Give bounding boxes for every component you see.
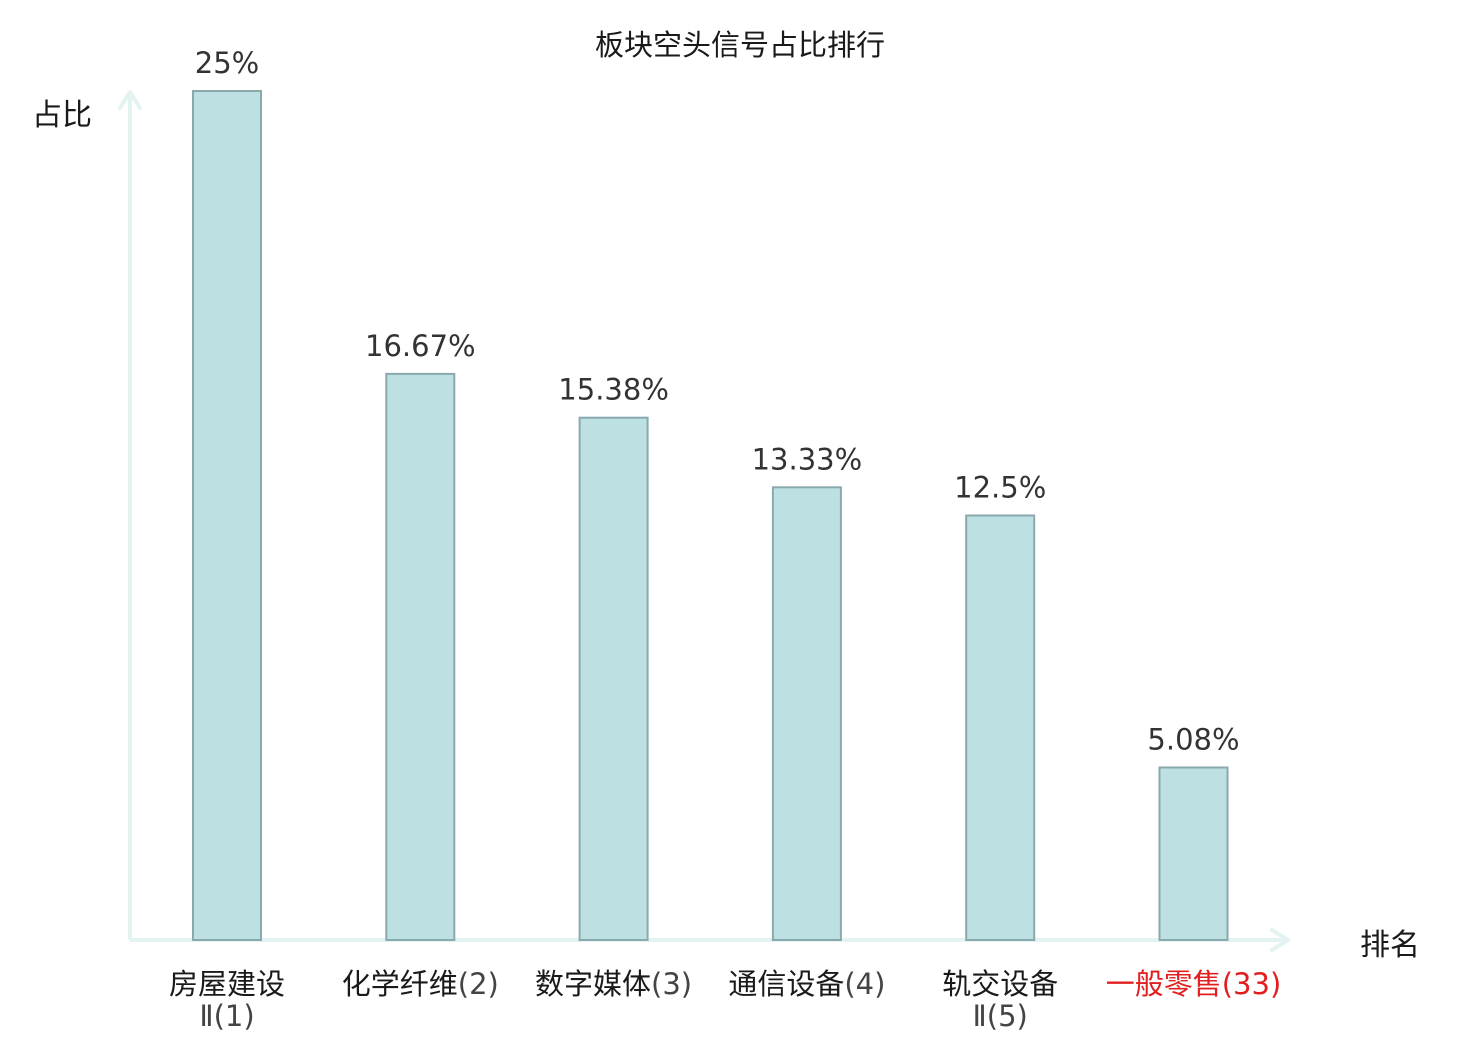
bar-1 [192,90,262,941]
category-label-6: 一般零售(33) [1106,967,1282,1001]
value-label-2: 16.67% [365,329,476,363]
category-label-1: 房屋建设 Ⅱ(1) [169,967,285,1033]
value-label-1: 25% [195,46,259,80]
value-label-4: 13.33% [752,442,863,476]
category-label-2: 化学纤维(2) [342,967,499,1001]
category-label-4: 通信设备(4) [728,967,885,1001]
category-label-3: 数字媒体(3) [535,967,692,1001]
value-label-6: 5.08% [1147,722,1239,756]
bar-5 [965,514,1036,941]
bar-4 [771,486,842,941]
bar-2 [385,372,456,942]
y-axis-label: 占比 [32,98,92,133]
bar-3 [578,416,649,941]
x-axis-label: 排名 [1360,928,1420,963]
category-label-5: 轨交设备 Ⅱ(5) [942,967,1058,1033]
value-label-3: 15.38% [558,373,669,407]
x-axis-arrow [1270,928,1290,952]
value-label-5: 12.5% [954,471,1046,505]
y-axis-arrow [118,90,142,110]
chart-title: 板块空头信号占比排行 [594,28,885,62]
bar-6 [1158,766,1229,942]
